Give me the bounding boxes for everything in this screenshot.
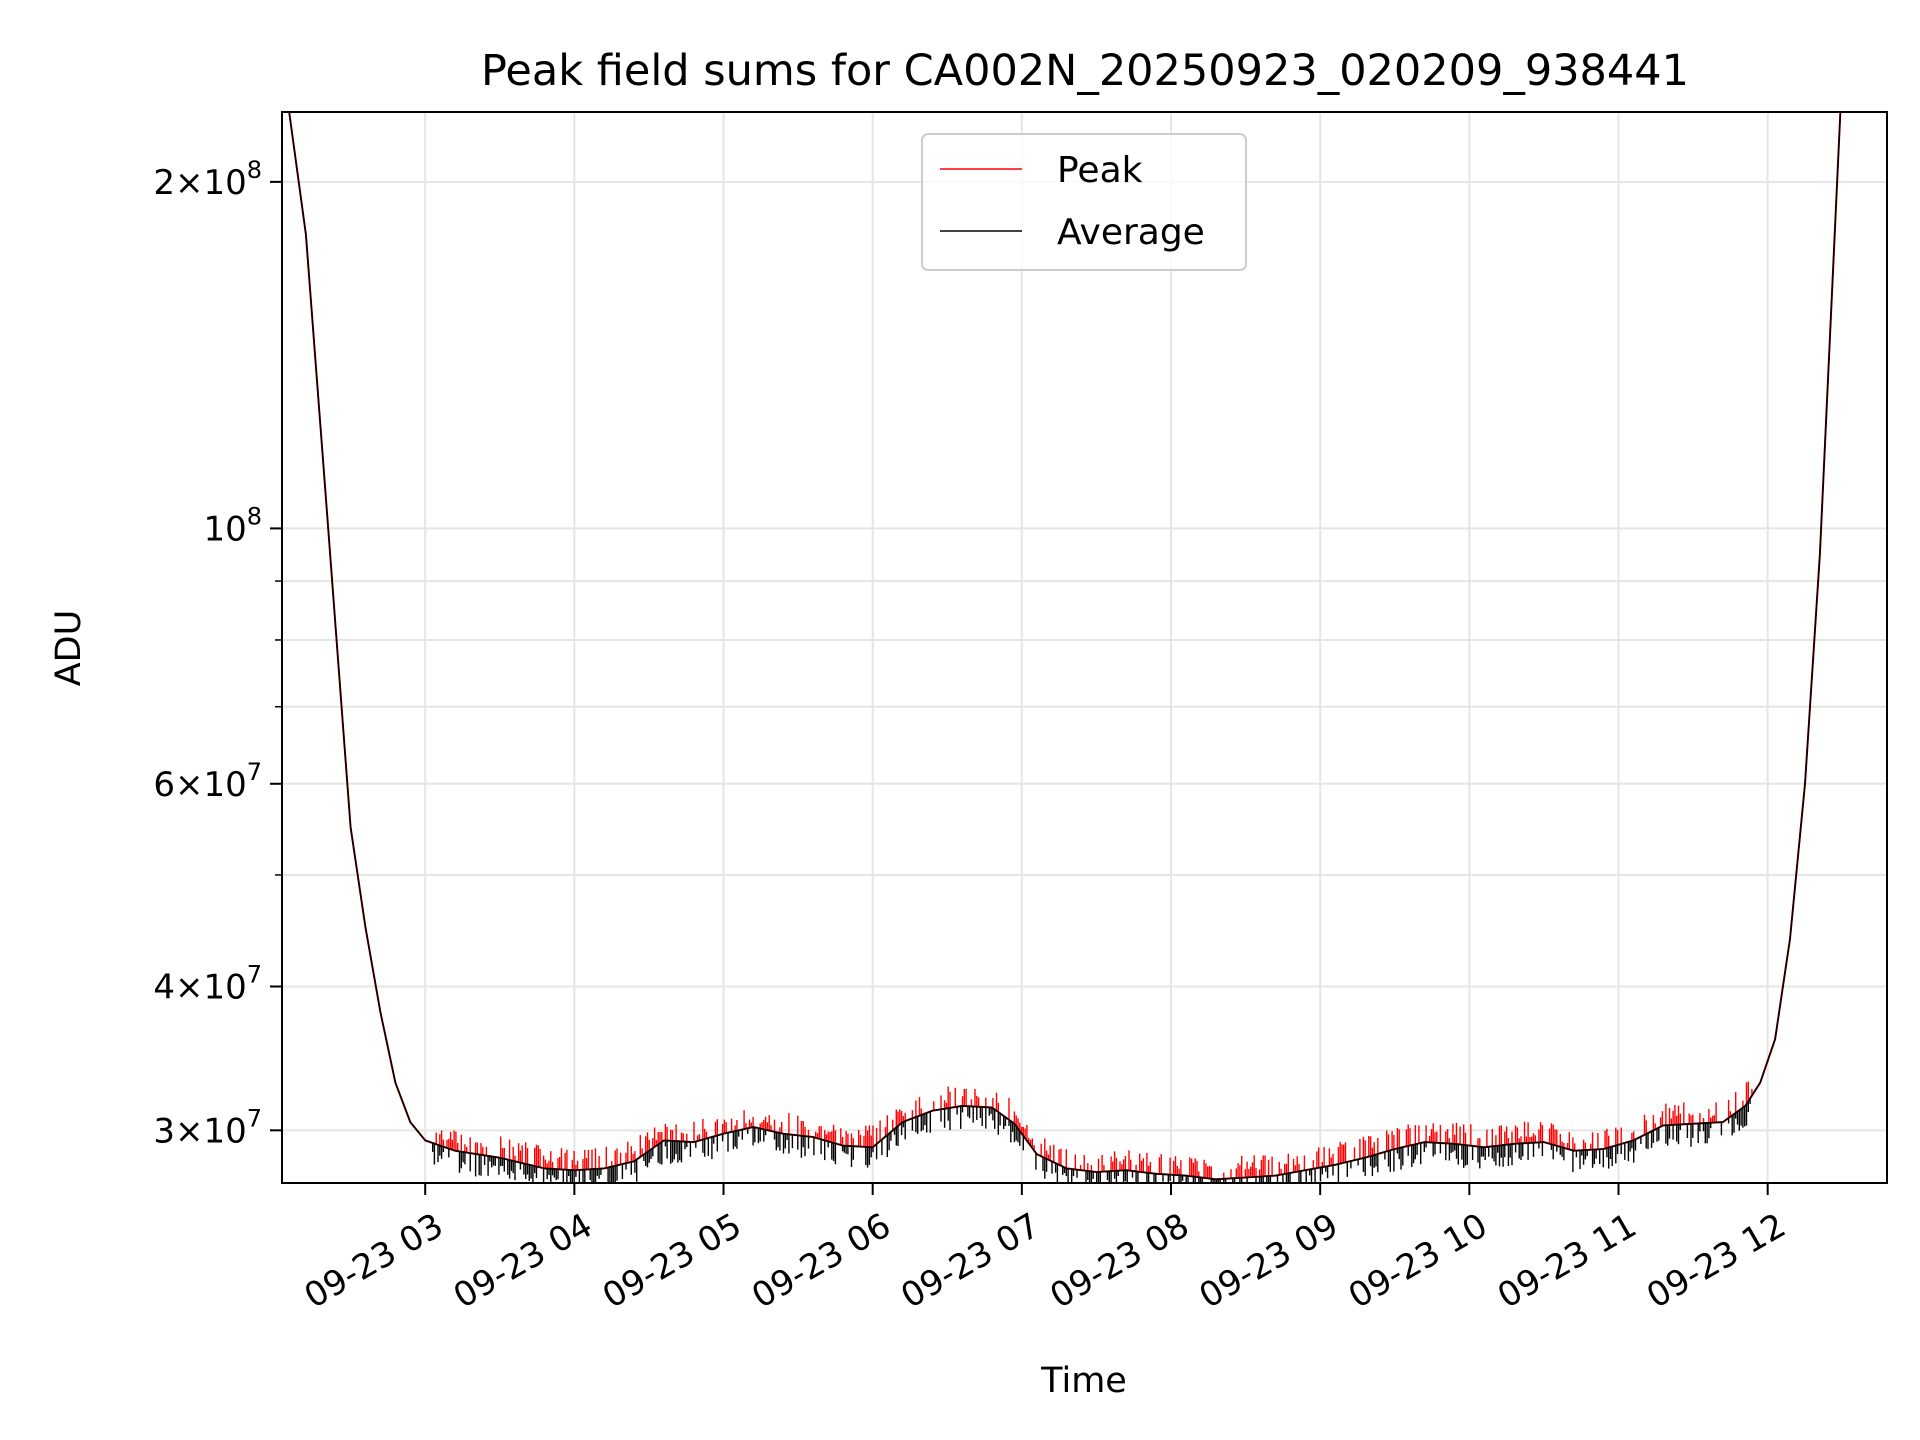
chart-title: Peak field sums for CA002N_20250923_0202… — [481, 46, 1689, 96]
series-peak-noise — [435, 1081, 1753, 1179]
x-axis-label: Time — [1040, 1361, 1127, 1401]
series-layer — [288, 112, 1842, 1183]
legend-box — [921, 133, 1247, 271]
y-tick-label: 3×107 — [153, 1104, 262, 1151]
y-tick-label: 108 — [203, 502, 262, 549]
y-axis-label: ADU — [49, 610, 89, 687]
y-tick-label: 4×107 — [153, 961, 262, 1008]
legend-label-peak: Peak — [1057, 150, 1143, 191]
grid — [282, 112, 1887, 1183]
plot-background — [282, 112, 1887, 1183]
y-axis: 2×108 108 6×107 4×107 3×107 — [153, 156, 282, 1151]
series-average-noise — [432, 1098, 1751, 1183]
y-tick-label: 6×107 — [153, 758, 262, 805]
legend: Peak Average — [921, 133, 1247, 271]
y-tick-label: 2×108 — [153, 156, 262, 203]
legend-label-average: Average — [1057, 212, 1205, 253]
plot-area — [281, 111, 1888, 1184]
plot-frame — [281, 111, 1888, 1184]
